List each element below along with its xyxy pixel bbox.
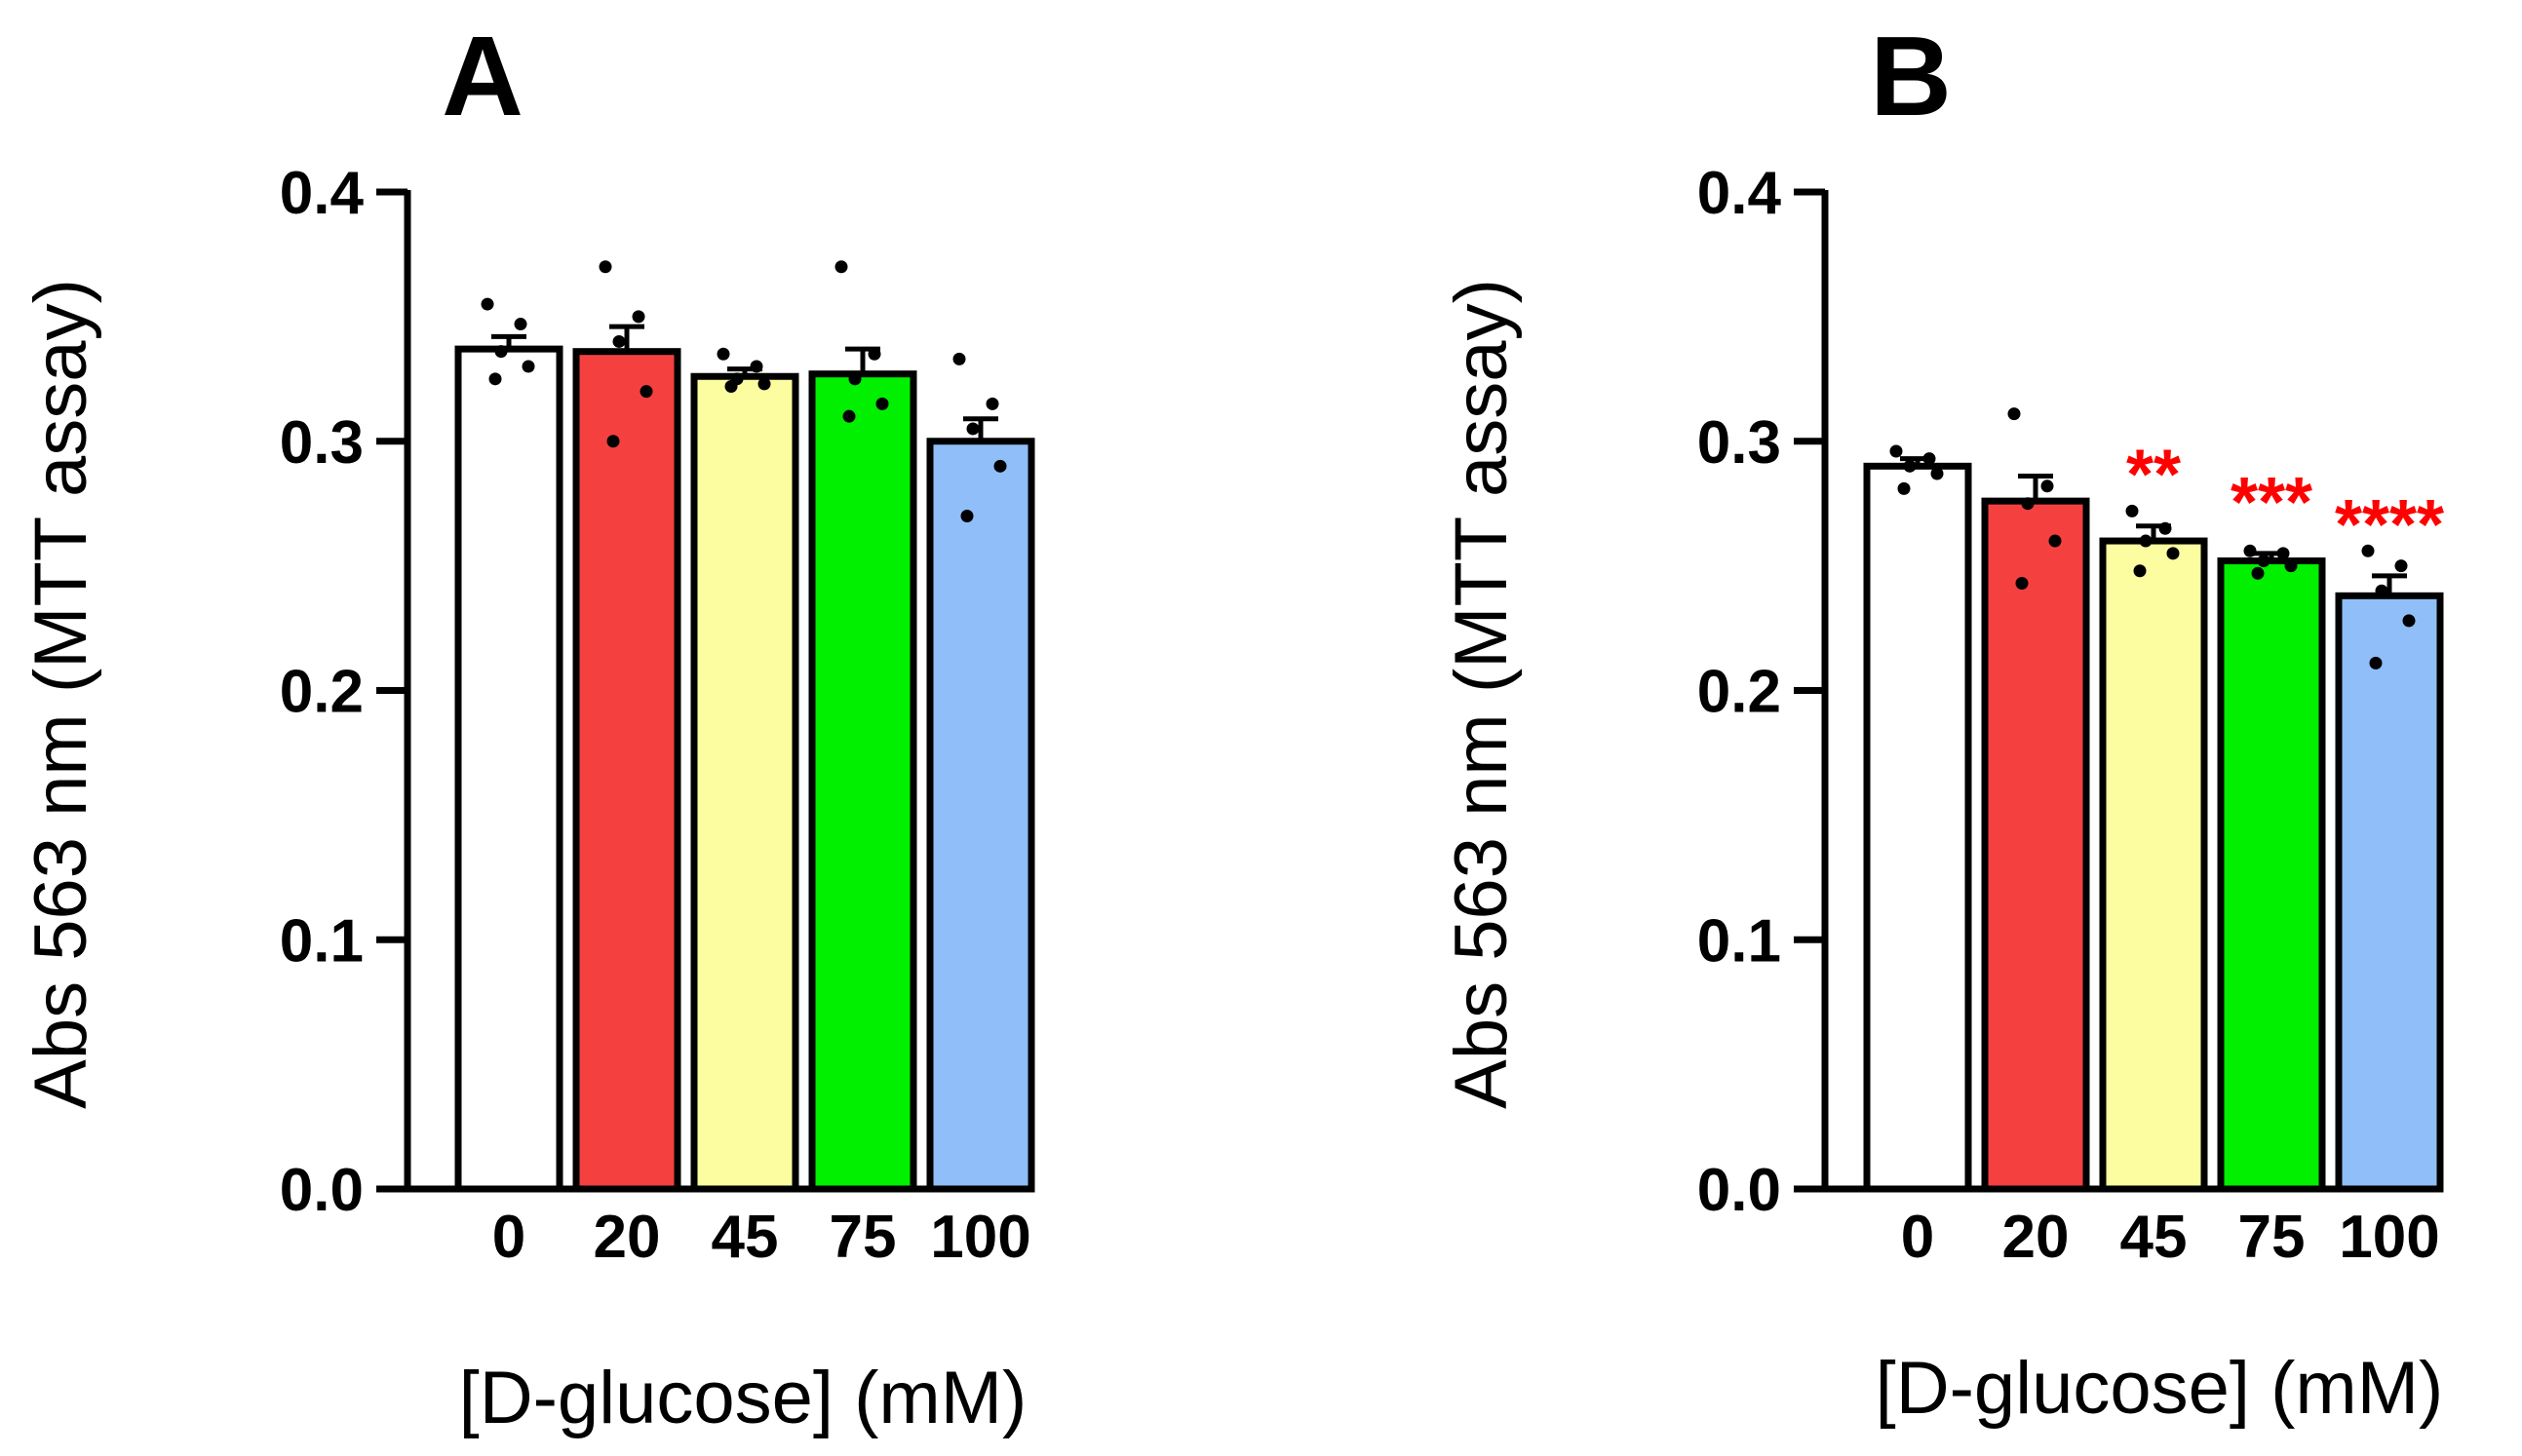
bar bbox=[454, 345, 563, 1193]
data-point bbox=[2139, 534, 2153, 548]
bar bbox=[1863, 462, 1972, 1193]
data-point bbox=[2251, 566, 2265, 580]
data-point bbox=[966, 422, 980, 436]
data-point bbox=[2007, 407, 2021, 421]
bar bbox=[808, 370, 917, 1193]
x-tick-label: 0 bbox=[1901, 1204, 1934, 1271]
significance-label: *** bbox=[2231, 464, 2312, 542]
data-point bbox=[952, 352, 966, 365]
panel-label: B bbox=[1870, 13, 1952, 139]
bar bbox=[1981, 497, 2090, 1193]
panel-label: A bbox=[442, 13, 524, 139]
data-point bbox=[1903, 459, 1917, 473]
significance-label: **** bbox=[2335, 486, 2444, 564]
data-point bbox=[848, 372, 862, 386]
x-tick-label: 0 bbox=[492, 1204, 525, 1271]
x-tick-label: 100 bbox=[930, 1204, 1030, 1271]
data-point bbox=[2276, 547, 2290, 560]
data-point bbox=[2402, 614, 2416, 628]
bar bbox=[2217, 557, 2326, 1193]
y-tick-label: 0.3 bbox=[280, 409, 364, 477]
data-point bbox=[2257, 555, 2270, 568]
data-point bbox=[494, 345, 508, 359]
data-point bbox=[2125, 504, 2139, 517]
x-tick-label: 45 bbox=[2120, 1204, 2188, 1271]
y-tick-label: 0.4 bbox=[280, 160, 365, 227]
data-point bbox=[2158, 521, 2172, 535]
data-point bbox=[2394, 559, 2408, 573]
x-axis-title: [D-glucose] (mM) bbox=[1876, 1347, 2444, 1430]
y-axis-title: Abs 563 nm (MTT assay) bbox=[19, 279, 102, 1109]
data-point bbox=[640, 385, 653, 399]
data-point bbox=[2369, 656, 2383, 670]
data-point bbox=[599, 260, 612, 274]
data-point bbox=[2375, 584, 2388, 597]
data-point bbox=[868, 347, 881, 361]
bar bbox=[690, 372, 799, 1193]
y-tick-label: 0.0 bbox=[280, 1157, 364, 1224]
y-tick-label: 0.1 bbox=[280, 907, 364, 975]
data-point bbox=[2048, 534, 2062, 548]
bar bbox=[2335, 592, 2444, 1193]
data-point bbox=[875, 397, 889, 410]
data-point bbox=[960, 509, 974, 522]
y-tick-label: 0.1 bbox=[1697, 907, 1781, 975]
data-point bbox=[488, 372, 502, 386]
data-point bbox=[2284, 559, 2298, 573]
data-point bbox=[2015, 577, 2029, 591]
data-point bbox=[1897, 481, 1911, 495]
panel-a: A Abs 563 nm (MTT assay) [D-glucose] (mM… bbox=[19, 13, 1035, 1439]
data-point bbox=[2243, 544, 2257, 557]
y-tick-label: 0.2 bbox=[280, 659, 364, 726]
data-point bbox=[481, 297, 494, 311]
x-tick-label: 100 bbox=[2339, 1204, 2439, 1271]
data-point bbox=[834, 260, 848, 274]
data-point bbox=[2361, 544, 2375, 557]
data-point bbox=[717, 347, 730, 361]
x-tick-label: 45 bbox=[712, 1204, 779, 1271]
data-point bbox=[1922, 452, 1936, 466]
data-point bbox=[606, 435, 620, 448]
y-tick-label: 0.2 bbox=[1697, 659, 1781, 726]
data-point bbox=[986, 397, 999, 410]
panel-b: B Abs 563 nm (MTT assay) [D-glucose] (mM… bbox=[1440, 13, 2444, 1430]
data-point bbox=[632, 310, 645, 324]
data-point bbox=[757, 377, 771, 391]
data-point bbox=[522, 360, 535, 373]
data-point bbox=[514, 318, 527, 331]
x-tick-label: 20 bbox=[594, 1204, 661, 1271]
plot-area: 0.0 0.1 0.2 0.3 0.4 0 20 45 ** 75 *** 100 **** bbox=[1697, 160, 2444, 1271]
data-point bbox=[2166, 547, 2180, 560]
bar bbox=[926, 438, 1035, 1193]
plot-area: 0.0 0.1 0.2 0.3 0.4 0 20 45 75 100 bbox=[280, 160, 1035, 1271]
x-axis-title: [D-glucose] (mM) bbox=[459, 1357, 1028, 1439]
data-point bbox=[2133, 564, 2147, 578]
data-point bbox=[1889, 444, 1903, 458]
x-tick-label: 20 bbox=[2002, 1204, 2070, 1271]
x-tick-label: 75 bbox=[830, 1204, 897, 1271]
data-point bbox=[842, 409, 856, 423]
data-point bbox=[2040, 479, 2054, 493]
data-point bbox=[750, 360, 763, 373]
bar bbox=[2099, 537, 2208, 1193]
data-point bbox=[2021, 497, 2035, 511]
bar bbox=[572, 348, 681, 1193]
y-axis-title: Abs 563 nm (MTT assay) bbox=[1440, 279, 1523, 1109]
significance-label: ** bbox=[2126, 437, 2181, 515]
data-point bbox=[612, 334, 626, 348]
y-tick-label: 0.3 bbox=[1697, 409, 1781, 477]
data-point bbox=[1930, 467, 1944, 480]
data-point bbox=[993, 459, 1007, 473]
y-tick-label: 0.0 bbox=[1697, 1157, 1781, 1224]
x-tick-label: 75 bbox=[2238, 1204, 2306, 1271]
data-point bbox=[724, 379, 738, 393]
y-tick-label: 0.4 bbox=[1697, 160, 1782, 227]
